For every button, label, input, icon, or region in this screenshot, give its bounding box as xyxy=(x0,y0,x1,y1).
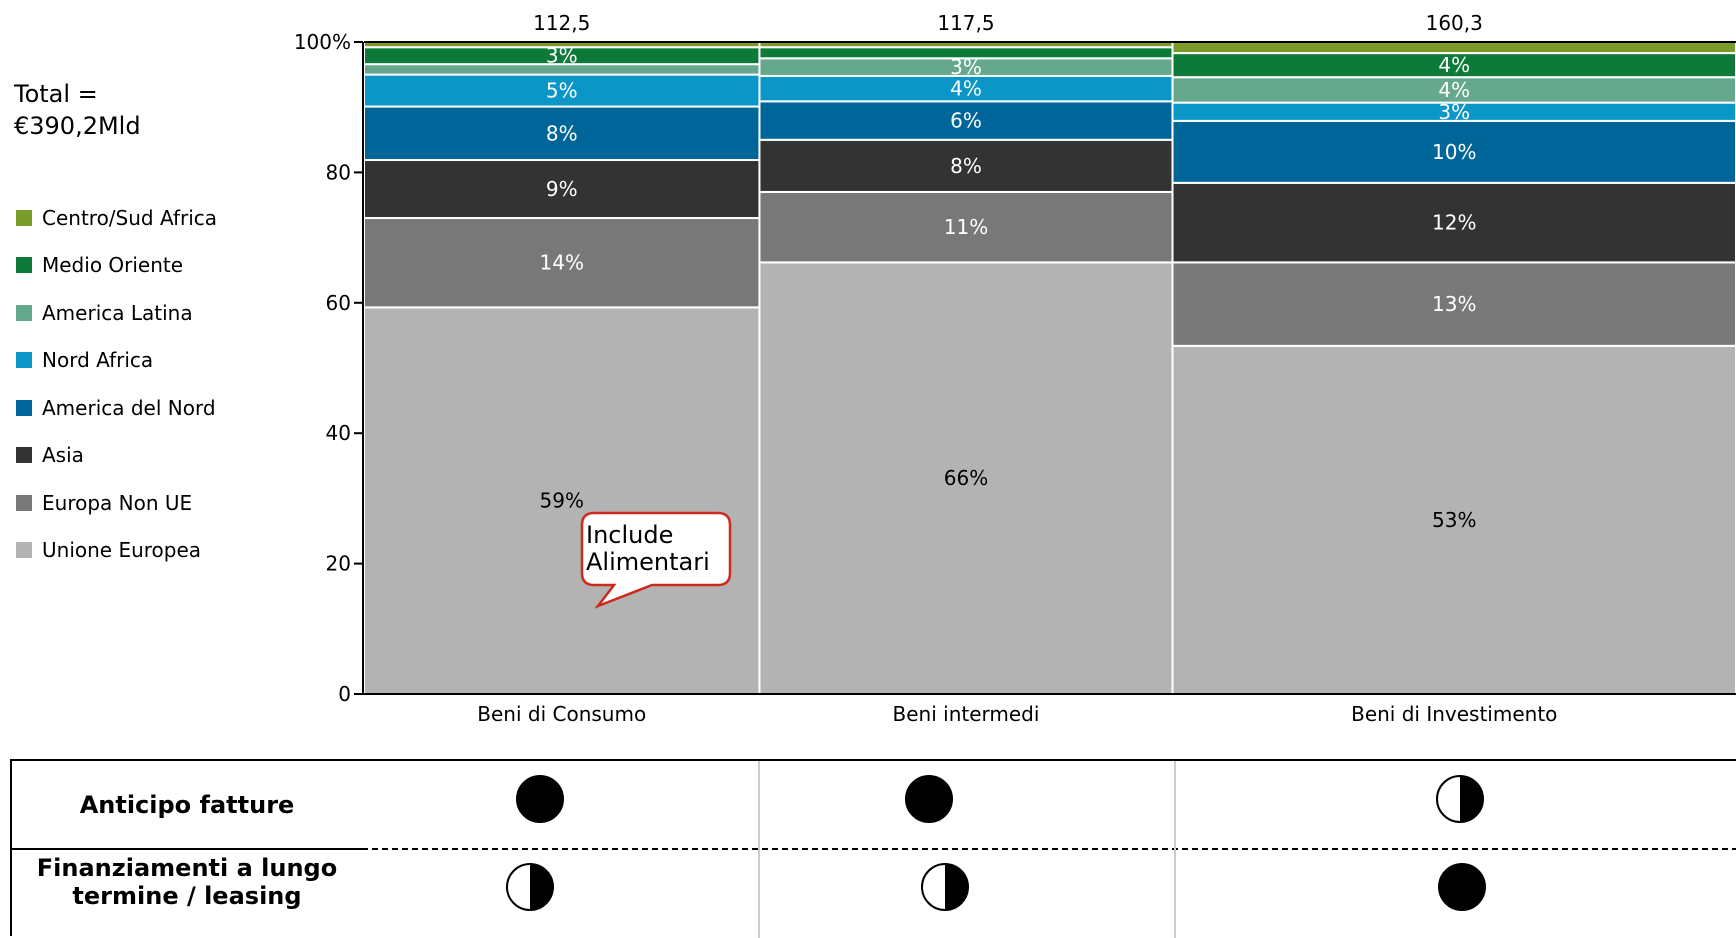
legend-label: Unione Europea xyxy=(42,538,202,563)
bar-data-label: 5% xyxy=(546,79,578,103)
bar-data-label: 66% xyxy=(944,466,988,490)
bar-segment xyxy=(1171,181,1736,264)
y-tick-label: 40 xyxy=(326,421,351,445)
legend-label: Medio Oriente xyxy=(42,253,184,278)
legend-item: America Latina xyxy=(16,289,217,337)
bar-segment xyxy=(1171,76,1736,104)
bar-segment xyxy=(1171,52,1736,79)
bar-data-label: 9% xyxy=(546,177,578,201)
y-tick-label: 80 xyxy=(326,160,351,184)
bar-segment xyxy=(1171,261,1736,347)
legend-item: Unione Europea xyxy=(16,527,217,575)
y-tick-label: 100% xyxy=(294,30,351,54)
half-circle-icon xyxy=(921,863,969,911)
legend-item: Nord Africa xyxy=(16,337,217,385)
row-label-text: termine / leasing xyxy=(72,882,302,910)
bar-data-label: 8% xyxy=(546,121,578,145)
bar-data-label: 11% xyxy=(944,215,988,239)
legend-label: America del Nord xyxy=(42,395,216,420)
table-dashed-divider xyxy=(362,848,1736,850)
bar-data-label: 4% xyxy=(1438,53,1470,77)
legend-label: Europa Non UE xyxy=(42,490,193,515)
legend-item: Asia xyxy=(16,432,217,480)
bar-data-label: 4% xyxy=(1438,78,1470,102)
legend-item: Centro/Sud Africa xyxy=(16,194,217,242)
legend-label: Centro/Sud Africa xyxy=(42,205,218,230)
bar-data-label: 14% xyxy=(540,251,584,275)
half-circle-icon xyxy=(506,863,554,911)
bar-data-label: 8% xyxy=(950,154,982,178)
row-label-text: Finanziamenti a lungo xyxy=(36,854,338,882)
legend-swatch xyxy=(16,542,32,559)
full-circle-icon xyxy=(516,775,564,823)
callout-text: Include xyxy=(586,521,673,549)
bar-data-label: 6% xyxy=(950,109,982,133)
table-row-label-finanziamenti: Finanziamenti a lungo termine / leasing xyxy=(12,850,362,938)
legend-item: Europa Non UE xyxy=(16,479,217,527)
bar-segment xyxy=(758,138,1174,193)
bar-segment xyxy=(758,261,1174,695)
bar-data-label: 13% xyxy=(1432,292,1476,316)
x-category-label: Beni intermedi xyxy=(893,702,1040,726)
legend-swatch xyxy=(16,352,32,369)
legend-swatch xyxy=(16,304,32,321)
bar-segment xyxy=(1171,41,1736,55)
bar-data-label: 53% xyxy=(1432,508,1476,532)
table-column-divider xyxy=(758,761,760,938)
full-circle-icon xyxy=(1438,863,1486,911)
y-tick-label: 20 xyxy=(326,552,351,576)
bar-segment xyxy=(758,46,1174,60)
callout-text: Alimentari xyxy=(586,548,710,576)
bar-segment xyxy=(363,217,761,309)
total-label-line1: Total = xyxy=(14,80,98,108)
table-column-divider xyxy=(1174,761,1176,938)
legend-swatch xyxy=(16,209,32,226)
y-tick-label: 0 xyxy=(338,682,351,706)
row-label-text: Anticipo fatture xyxy=(79,790,295,819)
y-tick-label: 60 xyxy=(326,291,351,315)
x-category-label: Beni di Investimento xyxy=(1351,702,1557,726)
bar-data-label: 4% xyxy=(950,77,982,101)
bar-data-label: 59% xyxy=(540,489,584,513)
column-total-label: 112,5 xyxy=(533,11,590,35)
bar-data-label: 12% xyxy=(1432,211,1476,235)
legend-swatch xyxy=(16,494,32,511)
bar-data-label: 10% xyxy=(1432,140,1476,164)
legend-swatch xyxy=(16,399,32,416)
financing-table: Anticipo fatture Finanziamenti a lungo t… xyxy=(10,759,1736,938)
bar-segment xyxy=(1171,344,1736,695)
legend: Centro/Sud Africa Medio Oriente America La… xyxy=(16,194,217,574)
bar-segment xyxy=(363,159,761,220)
total-label: Total = €390,2Mld xyxy=(14,78,141,142)
table-row-label-anticipo: Anticipo fatture xyxy=(12,761,362,848)
bar-data-label: 3% xyxy=(1438,100,1470,124)
legend-label: America Latina xyxy=(42,300,193,325)
legend-item: Medio Oriente xyxy=(16,242,217,290)
legend-label: Nord Africa xyxy=(42,348,154,373)
full-circle-icon xyxy=(905,775,953,823)
x-category-label: Beni di Consumo xyxy=(477,702,646,726)
total-label-line2: €390,2Mld xyxy=(14,112,141,140)
legend-label: Asia xyxy=(42,443,84,468)
table-row-divider xyxy=(12,848,362,850)
bar-segment xyxy=(1171,119,1736,184)
column-total-label: 160,3 xyxy=(1426,11,1483,35)
callout-bubble xyxy=(580,511,732,609)
legend-item: America del Nord xyxy=(16,384,217,432)
bar-segment xyxy=(758,100,1174,141)
legend-swatch xyxy=(16,257,32,274)
bar-segment xyxy=(758,190,1174,264)
column-total-label: 117,5 xyxy=(937,11,994,35)
legend-swatch xyxy=(16,447,32,464)
mekko-chart: 59% 14% 9% 8% 5% 3% 112,5 Beni di Consumo 66% 11%… xyxy=(294,11,1736,726)
half-circle-icon xyxy=(1436,775,1484,823)
